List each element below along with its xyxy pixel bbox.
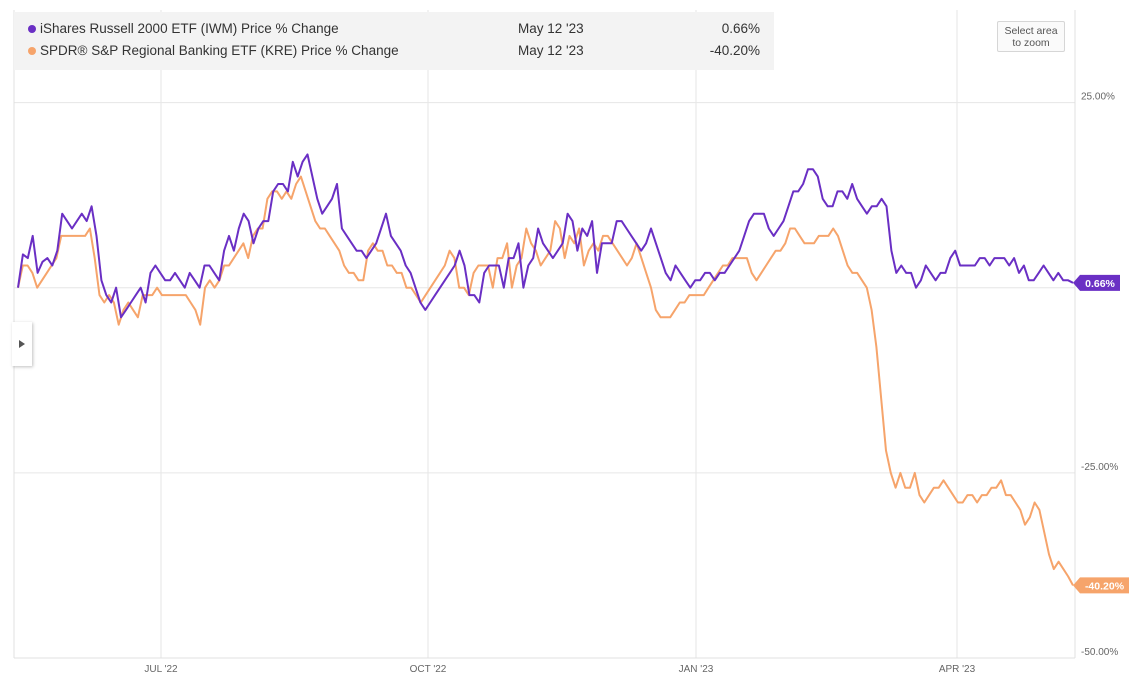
chart-series: -40.20% 0.66%: [17, 153, 1129, 594]
legend-date: May 12 '23: [518, 43, 584, 58]
legend-dot-icon: [28, 47, 36, 55]
legend-dot-icon: [28, 25, 36, 33]
select-area-zoom-button[interactable]: Select area to zoom: [997, 21, 1065, 52]
chart-axis-labels: 25.00% -25.00% -50.00% JUL '22 OCT '22 JAN '2…: [144, 92, 1118, 675]
legend-value: 0.66%: [721, 21, 760, 36]
end-value-label: -40.20%: [1085, 580, 1125, 592]
y-tick-label: 25.00%: [1081, 92, 1115, 103]
sidebar-toggle-button[interactable]: [12, 322, 32, 366]
series-line-kre: [17, 175, 1074, 586]
y-tick-label: -50.00%: [1081, 647, 1118, 658]
y-tick-label: -25.00%: [1081, 462, 1118, 473]
legend-series-name: SPDR® S&P Regional Banking ETF (KRE) Pri…: [40, 43, 399, 58]
legend-series-name: iShares Russell 2000 ETF (IWM) Price % C…: [40, 21, 339, 36]
zoom-button-line1: Select area: [1004, 25, 1058, 37]
legend-value: -40.20%: [709, 43, 760, 58]
x-tick-label: OCT '22: [410, 664, 447, 675]
legend: iShares Russell 2000 ETF (IWM) Price % C…: [14, 12, 774, 70]
x-tick-label: APR '23: [939, 664, 976, 675]
legend-date: May 12 '23: [518, 21, 584, 36]
x-tick-label: JUL '22: [144, 664, 178, 675]
end-value-tag-bg: [1073, 274, 1120, 291]
end-value-tag-kre: -40.20%: [1073, 577, 1129, 594]
legend-row-iwm: iShares Russell 2000 ETF (IWM) Price % C…: [14, 18, 774, 40]
chart-grid: [13, 10, 1076, 659]
zoom-button-line2: to zoom: [1012, 37, 1050, 49]
end-value-tag-iwm: 0.66%: [1073, 274, 1120, 291]
end-value-label: 0.66%: [1085, 278, 1115, 290]
caret-right-icon: [19, 340, 25, 348]
end-value-tag-bg: [1073, 577, 1129, 594]
series-line-iwm: [17, 153, 1074, 319]
x-tick-label: JAN '23: [679, 664, 714, 675]
legend-row-kre: SPDR® S&P Regional Banking ETF (KRE) Pri…: [14, 40, 774, 62]
